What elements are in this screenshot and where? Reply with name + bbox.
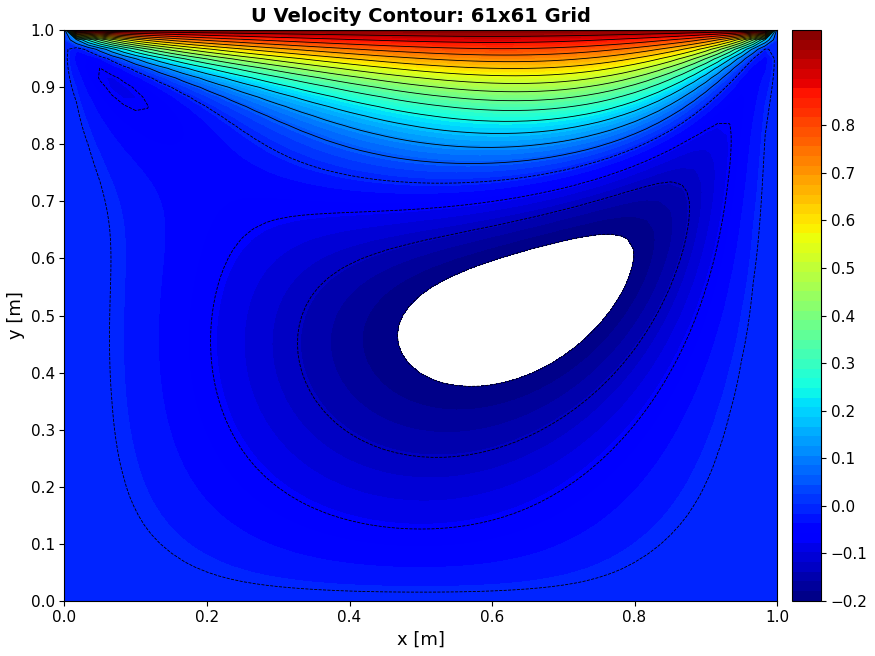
Title: U Velocity Contour: 61x61 Grid: U Velocity Contour: 61x61 Grid — [251, 7, 591, 26]
Y-axis label: y [m]: y [m] — [7, 291, 25, 339]
X-axis label: x [m]: x [m] — [397, 631, 444, 649]
